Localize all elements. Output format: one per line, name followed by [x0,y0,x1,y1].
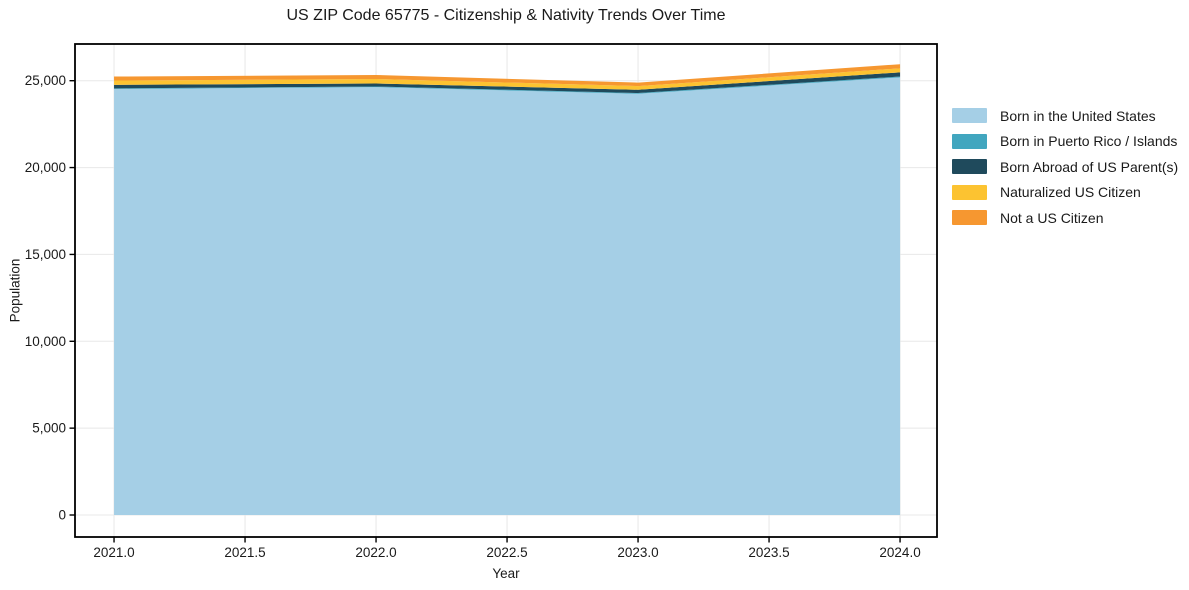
legend-label: Naturalized US Citizen [1000,184,1141,200]
y-tick-label: 20,000 [25,160,66,175]
legend-swatch-born-in-us [952,108,987,123]
legend-item: Not a US Citizen [952,209,1178,226]
x-tick-label: 2021.5 [224,545,265,560]
legend-label: Born in the United States [1000,107,1156,124]
x-axis-ticks: 2021.0 2021.5 2022.0 2022.5 2023.0 2023.5 2024… [93,537,921,560]
legend-label: Not a US Citizen [1000,209,1104,226]
area-born-in-the-united-states [114,77,901,516]
legend-swatch-born-in-puerto-rico [952,133,987,149]
y-tick-label: 25,000 [25,73,66,88]
area-naturalized-us-citizen [114,68,901,90]
y-tick-label: 0 [58,508,66,523]
y-tick-label: 15,000 [25,247,66,262]
y-tick-label: 5,000 [32,421,66,436]
area-born-abroad-of-us-parent-s [114,72,901,94]
legend-label: Born Abroad of US Parent(s) [1000,158,1179,175]
area-not-a-us-citizen [114,64,901,87]
legend-item: Naturalized US Citizen [952,184,1178,200]
x-tick-label: 2022.0 [355,545,396,560]
x-axis-label: Year [492,566,520,581]
plot-border [74,43,938,538]
legend-item: Born Abroad of US Parent(s) [952,158,1179,175]
legend-item: Born in the United States [952,107,1178,124]
legend-item: Born in Puerto Rico / Islands [952,133,1178,149]
legend-label: Born in Puerto Rico / Islands [1000,133,1178,149]
area-layers [114,64,901,516]
x-tick-label: 2023.5 [748,545,789,560]
y-axis-ticks: 0 5,000 10,000 15,000 20,000 25,000 [25,73,75,523]
area-born-in-puerto-rico-islands [114,76,901,94]
x-tick-label: 2023.0 [617,545,658,560]
legend-swatch-born-abroad [952,159,987,174]
chart-legend: Born in the United States Born in Puerto… [952,108,1178,236]
legend-swatch-not-citizen [952,210,987,225]
legend-swatch-naturalized [952,184,987,200]
y-tick-label: 10,000 [25,334,66,349]
x-tick-label: 2022.5 [486,545,527,560]
x-tick-label: 2024.0 [879,545,920,560]
y-axis-label: Population [7,258,23,323]
x-tick-label: 2021.0 [93,545,134,560]
chart-title: US ZIP Code 65775 - Citizenship & Nativi… [286,7,726,24]
